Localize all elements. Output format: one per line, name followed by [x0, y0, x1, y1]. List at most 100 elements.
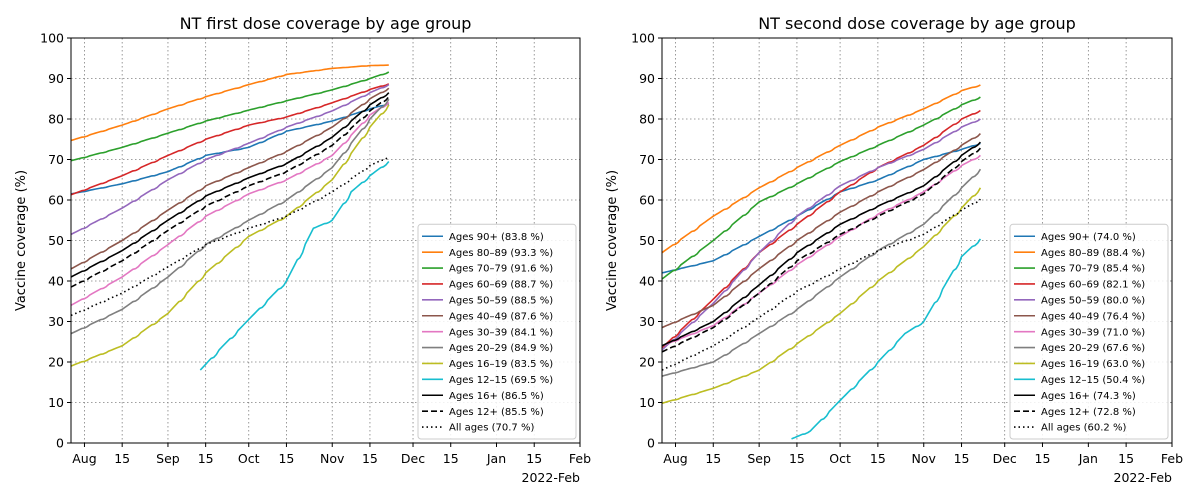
- y-tick-label: 50: [48, 233, 64, 248]
- x-tick-label: Aug: [72, 451, 96, 466]
- series-line-4: [70, 83, 390, 196]
- y-tick-label: 30: [639, 314, 655, 329]
- x-tick-label: 15: [198, 451, 214, 466]
- x-tick-label: 15: [114, 451, 130, 466]
- x-tick-label: Sep: [156, 451, 180, 466]
- legend-entry: Ages 16–19 (63.0 %): [1041, 359, 1145, 370]
- y-tick-label: 20: [48, 355, 64, 370]
- legend-entry: Ages 80–89 (88.4 %): [1041, 248, 1145, 259]
- legend-entry: Ages 16+ (74.3 %): [1041, 391, 1136, 402]
- series-line-12: [661, 147, 981, 353]
- series-line-2: [70, 64, 389, 142]
- legend-entry: Ages 60–69 (82.1 %): [1041, 280, 1145, 291]
- series-line-12: [70, 96, 390, 288]
- series-line-11: [661, 141, 981, 347]
- legend-entry: Ages 30–39 (71.0 %): [1041, 327, 1145, 338]
- legend-entry: Ages 20–29 (67.6 %): [1041, 343, 1145, 354]
- series-line-5: [661, 118, 981, 351]
- x-tick-label: Dec: [401, 451, 425, 466]
- legend-entry: Ages 16+ (86.5 %): [449, 391, 544, 402]
- x-tick-label: 15: [443, 451, 459, 466]
- legend: Ages 90+ (74.0 %) Ages 80–89 (88.4 %) Ages…: [1009, 223, 1169, 440]
- legend-entry: All ages (60.2 %): [1041, 423, 1126, 434]
- legend-box: [1009, 223, 1169, 440]
- y-tick-label: 90: [639, 71, 655, 86]
- series-line-5: [70, 83, 390, 236]
- y-tick-label: 70: [48, 152, 64, 167]
- x-tick-label: 15: [1118, 451, 1134, 466]
- x-tick-label: Feb: [1161, 451, 1183, 466]
- legend: Ages 90+ (83.8 %) Ages 80–89 (93.3 %) Ages…: [417, 223, 577, 440]
- legend-entry: Ages 12–15 (50.4 %): [1041, 375, 1145, 386]
- series-line-10: [791, 238, 982, 440]
- y-tick-label: 60: [639, 193, 655, 208]
- x-tick-label: 15: [789, 451, 805, 466]
- x-tick-label: Aug: [663, 451, 687, 466]
- x-tick-label: 15: [705, 451, 721, 466]
- y-tick-label: 60: [48, 193, 64, 208]
- y-tick-label: 100: [631, 31, 655, 46]
- x-tick-label: 15: [362, 451, 378, 466]
- series-line-13: [661, 198, 981, 371]
- series-line-8: [70, 98, 390, 335]
- x-axis-offset-label: 2022-Feb: [522, 470, 581, 485]
- legend-entry: Ages 40–49 (76.4 %): [1041, 311, 1145, 322]
- y-tick-label: 10: [48, 395, 64, 410]
- chart-panel-1: 0 10 20 30 40 50 60 70 80 90 100 Aug 15 Sep 15 Oct 15 Nov…: [14, 14, 591, 485]
- legend-entry: Ages 50–59 (88.5 %): [449, 295, 553, 306]
- y-axis-label: Vaccine coverage (%): [605, 170, 620, 311]
- x-tick-label: 15: [526, 451, 542, 466]
- y-tick-label: 0: [647, 436, 655, 451]
- y-tick-label: 20: [639, 355, 655, 370]
- y-tick-label: 80: [639, 112, 655, 127]
- legend-entry: Ages 12+ (85.5 %): [449, 407, 544, 418]
- legend-box: [417, 223, 577, 440]
- y-tick-label: 10: [639, 395, 655, 410]
- y-tick-label: 100: [40, 31, 64, 46]
- series-lines: [70, 64, 390, 371]
- series-line-2: [661, 84, 981, 254]
- chart-title: NT second dose coverage by age group: [758, 14, 1076, 33]
- series-line-7: [70, 101, 390, 306]
- series-line-8: [661, 168, 982, 377]
- series-line-6: [661, 133, 981, 329]
- legend-entry: Ages 12–15 (69.5 %): [449, 375, 553, 386]
- x-tick-label: Feb: [569, 451, 591, 466]
- legend-entry: Ages 80–89 (93.3 %): [449, 248, 553, 259]
- x-tick-label: 15: [954, 451, 970, 466]
- x-tick-label: Oct: [238, 451, 260, 466]
- x-tick-label: Sep: [747, 451, 771, 466]
- series-line-9: [661, 187, 982, 405]
- legend-entry: Ages 50–59 (80.0 %): [1041, 295, 1145, 306]
- x-axis-offset-label: 2022-Feb: [1114, 470, 1173, 485]
- y-tick-label: 70: [639, 152, 655, 167]
- y-tick-label: 50: [639, 233, 655, 248]
- series-line-11: [70, 92, 390, 278]
- x-tick-label: Dec: [993, 451, 1017, 466]
- series-line-9: [70, 104, 390, 367]
- legend-entry: Ages 30–39 (84.1 %): [449, 327, 553, 338]
- y-axis: 0 10 20 30 40 50 60 70 80 90 100: [40, 31, 71, 451]
- legend-entry: Ages 60–69 (88.7 %): [449, 280, 553, 291]
- series-line-3: [661, 96, 981, 280]
- legend-entry: Ages 16–19 (83.5 %): [449, 359, 553, 370]
- legend-entry: Ages 70–79 (91.6 %): [449, 264, 553, 275]
- x-tick-label: Jan: [1078, 451, 1098, 466]
- legend-entry: Ages 40–49 (87.6 %): [449, 311, 553, 322]
- series-line-7: [661, 154, 981, 347]
- y-axis: 0 10 20 30 40 50 60 70 80 90 100: [631, 31, 662, 451]
- y-tick-label: 80: [48, 112, 64, 127]
- series-line-4: [661, 109, 981, 349]
- x-axis: Aug 15 Sep 15 Oct 15 Nov 15 Dec 15 Jan 15 Feb 2022-Fe…: [663, 443, 1183, 485]
- series-lines: [661, 84, 982, 440]
- chart-title: NT first dose coverage by age group: [180, 14, 472, 33]
- x-tick-label: 15: [870, 451, 886, 466]
- x-tick-label: Nov: [320, 451, 345, 466]
- x-tick-label: 15: [1035, 451, 1051, 466]
- legend-entry: Ages 12+ (72.8 %): [1041, 407, 1136, 418]
- y-tick-label: 30: [48, 314, 64, 329]
- series-line-10: [199, 160, 390, 371]
- x-tick-label: Jan: [486, 451, 506, 466]
